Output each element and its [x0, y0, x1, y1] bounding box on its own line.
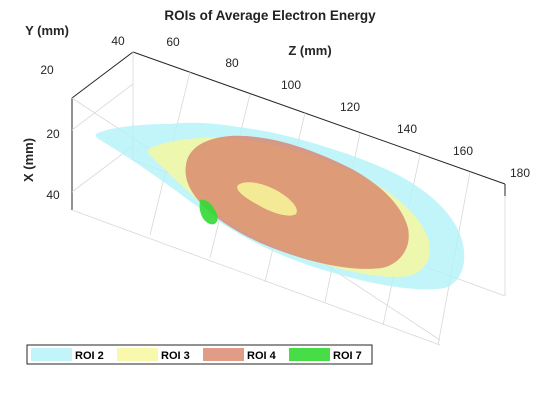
roi-surfaces: [95, 122, 465, 290]
legend-swatch: [203, 348, 244, 361]
legend: ROI 2 ROI 3 ROI 4 ROI 7: [26, 344, 373, 365]
axes-box: [71, 51, 506, 210]
z-tick-label: 120: [340, 100, 360, 114]
z-tick-label: 180: [510, 166, 530, 180]
z-axis-label: Z (mm): [288, 43, 331, 58]
legend-swatch: [289, 348, 330, 361]
legend-label: ROI 2: [75, 350, 104, 362]
axis-line-back-left: [71, 51, 134, 99]
x-axis-label: X (mm): [21, 138, 36, 182]
legend-box: [26, 344, 373, 365]
legend-label: ROI 4: [247, 350, 277, 362]
grid-line: [71, 83, 134, 131]
legend-swatch: [31, 348, 72, 361]
z-tick-label: 80: [225, 56, 239, 70]
tick-labels: 40 20 20 40 60 80 100 120 140 160 180: [40, 34, 530, 202]
y-tick-label: 40: [111, 34, 125, 48]
z-tick-label: 140: [397, 122, 417, 136]
legend-label: ROI 7: [333, 350, 362, 362]
roi-7-surface: [199, 199, 218, 225]
legend-label: ROI 3: [161, 350, 190, 362]
y-axis-label: Y (mm): [25, 23, 69, 38]
roi-3-inner-highlight: [237, 182, 297, 216]
roi-4-surface: [185, 135, 409, 269]
x-tick-label: 40: [46, 188, 60, 202]
z-tick-label: 100: [281, 78, 301, 92]
grid-line: [71, 209, 441, 346]
z-tick-label: 60: [166, 35, 180, 49]
legend-swatch: [117, 348, 158, 361]
axis-line-back-top: [132, 51, 506, 185]
y-tick-label: 20: [40, 63, 54, 77]
z-tick-label: 160: [453, 144, 473, 158]
x-tick-label: 20: [46, 127, 60, 141]
chart-title: ROIs of Average Electron Energy: [164, 8, 376, 23]
